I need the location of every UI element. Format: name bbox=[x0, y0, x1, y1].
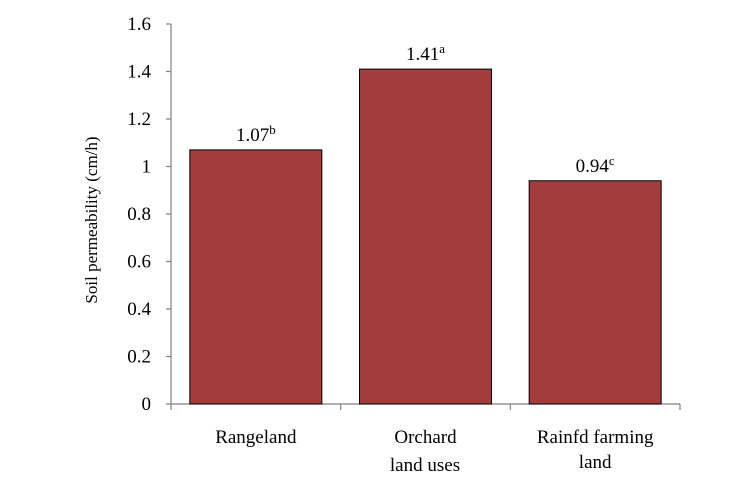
x-tick-label: Rangeland bbox=[215, 427, 297, 448]
y-axis: 0 0.2 0.4 0.6 0.8 1 1.2 1.4 1.6 bbox=[127, 14, 172, 415]
bar bbox=[189, 149, 323, 405]
y-tick-label: 1.2 bbox=[127, 109, 151, 130]
bar bbox=[359, 68, 492, 405]
y-tick-label: 1.4 bbox=[127, 62, 151, 83]
y-tick-label: 0 bbox=[142, 394, 152, 415]
x-axis-title: land uses bbox=[390, 455, 460, 476]
y-tick-label: 0.6 bbox=[127, 252, 151, 273]
y-axis-title: Soil permeability (cm/h) bbox=[82, 136, 101, 303]
x-tick-label: Rainfd farming land bbox=[537, 427, 654, 473]
data-labels: 1.07b 1.41a 0.94c bbox=[236, 41, 615, 177]
data-label: 1.07b bbox=[236, 122, 276, 146]
y-tick-label: 1.6 bbox=[127, 14, 151, 35]
y-tick-label: 0.4 bbox=[127, 299, 151, 320]
y-tick-label: 1 bbox=[142, 157, 152, 178]
y-tick-label: 0.2 bbox=[127, 347, 151, 368]
y-tick-label: 0.8 bbox=[127, 204, 151, 225]
bars bbox=[189, 68, 662, 405]
data-label: 0.94c bbox=[576, 153, 615, 177]
data-label: 1.41a bbox=[406, 41, 445, 65]
bar bbox=[528, 180, 662, 405]
x-tick-label: Orchard bbox=[394, 427, 457, 448]
